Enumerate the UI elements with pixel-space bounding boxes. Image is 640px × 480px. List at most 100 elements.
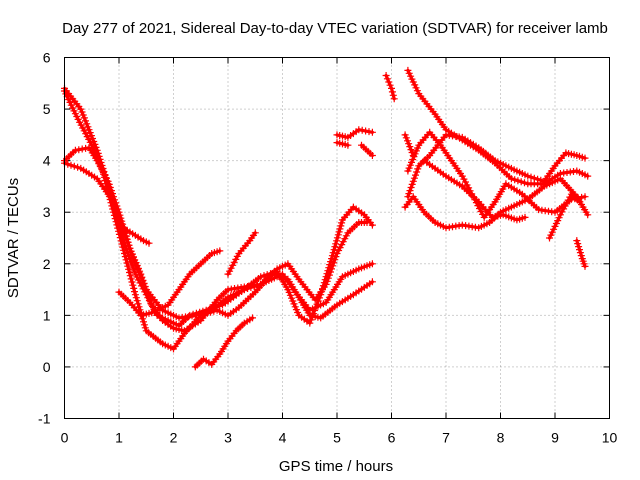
- data-point-marker: [414, 165, 422, 173]
- data-point-marker: [103, 174, 110, 182]
- data-point-marker: [368, 278, 376, 286]
- data-point-marker: [408, 149, 416, 156]
- data-point-marker: [336, 244, 344, 252]
- data-point-marker: [576, 246, 583, 254]
- data-point-marker: [126, 255, 134, 263]
- data-point-marker: [122, 256, 130, 264]
- data-point-marker: [389, 91, 397, 99]
- data-point-marker: [328, 252, 336, 260]
- data-point-marker: [339, 238, 347, 246]
- data-point-marker: [257, 273, 265, 281]
- y-axis-label: SDTVAR / TECUs: [5, 178, 22, 298]
- grid: [64, 57, 610, 419]
- data-point-marker: [514, 177, 522, 185]
- data-point-marker: [383, 75, 391, 83]
- data-point-marker: [125, 252, 133, 259]
- data-point-marker: [226, 267, 234, 275]
- data-point-marker: [574, 240, 582, 248]
- series-line: [422, 159, 527, 222]
- data-point-marker: [581, 154, 589, 162]
- data-point-marker: [333, 234, 341, 242]
- data-point-marker: [131, 288, 138, 296]
- y-tick-label: 5: [43, 101, 51, 117]
- data-point-marker: [386, 81, 394, 89]
- data-point-marker: [209, 304, 217, 312]
- data-point-marker: [131, 291, 139, 299]
- data-point-marker: [123, 259, 131, 267]
- x-tick-label: 0: [61, 430, 69, 446]
- data-point-marker: [333, 237, 341, 245]
- data-point-marker: [96, 163, 104, 170]
- data-point-marker: [133, 297, 141, 305]
- series-trace-j: [358, 141, 376, 159]
- x-tick-label: 10: [602, 430, 618, 446]
- data-point-marker: [212, 303, 220, 311]
- data-point-marker: [104, 177, 112, 185]
- data-point-marker: [120, 236, 128, 244]
- data-point-marker: [368, 221, 376, 229]
- data-point-marker: [388, 88, 396, 96]
- data-point-marker: [129, 281, 137, 289]
- x-tick-label: 4: [279, 430, 287, 446]
- data-point-marker: [382, 72, 390, 79]
- data-point-marker: [561, 202, 569, 210]
- x-tick-label: 9: [551, 430, 559, 446]
- data-point-marker: [134, 300, 142, 308]
- data-point-marker: [206, 305, 213, 313]
- data-point-marker: [576, 198, 583, 206]
- series-trace-p: [404, 131, 589, 201]
- x-tick-label: 7: [442, 430, 450, 446]
- data-point-marker: [127, 275, 135, 283]
- data-point-marker: [307, 316, 315, 324]
- data-point-marker: [118, 230, 126, 238]
- data-point-marker: [129, 264, 137, 272]
- data-point-marker: [530, 174, 538, 182]
- y-tick-label: 6: [43, 50, 51, 66]
- data-point-marker: [126, 272, 134, 280]
- data-point-marker: [388, 84, 395, 92]
- data-point-marker: [105, 180, 113, 188]
- data-point-marker: [319, 282, 327, 290]
- series-trace-r: [546, 190, 583, 242]
- data-point-marker: [64, 160, 72, 168]
- data-point-marker: [70, 162, 78, 170]
- y-tick-label: -1: [38, 411, 51, 427]
- data-point-marker: [537, 176, 545, 184]
- data-point-marker: [368, 128, 376, 136]
- data-point-marker: [196, 308, 204, 316]
- data-point-marker: [128, 261, 136, 269]
- data-point-marker: [140, 321, 148, 329]
- data-point-marker: [145, 239, 153, 247]
- data-point-marker: [413, 168, 421, 176]
- data-point-marker: [142, 291, 150, 299]
- data-point-marker: [584, 211, 592, 219]
- data-point-marker: [141, 324, 149, 332]
- data-point-marker: [325, 264, 333, 272]
- data-point-marker: [136, 279, 144, 287]
- data-point-marker: [123, 245, 131, 253]
- data-point-marker: [385, 78, 393, 86]
- data-point-marker: [336, 225, 344, 233]
- data-point-marker: [462, 178, 469, 186]
- data-point-marker: [511, 176, 519, 184]
- data-point-marker: [192, 309, 200, 317]
- data-point-marker: [130, 267, 138, 275]
- x-tick-label: 6: [388, 430, 396, 446]
- data-point-marker: [409, 152, 417, 159]
- data-point-marker: [507, 175, 515, 183]
- data-point-marker: [130, 284, 138, 292]
- data-point-marker: [260, 272, 268, 280]
- series-trace-g: [191, 314, 256, 371]
- data-point-marker: [409, 177, 417, 185]
- data-point-marker: [412, 171, 419, 179]
- data-point-marker: [306, 319, 314, 327]
- data-point-marker: [317, 291, 325, 299]
- data-point-marker: [125, 265, 133, 273]
- data-point-marker: [133, 273, 141, 281]
- data-point-marker: [249, 314, 256, 322]
- data-point-marker: [344, 141, 352, 149]
- x-tick-label: 1: [115, 430, 123, 446]
- series-trace-e: [115, 247, 224, 319]
- data-point-marker: [263, 271, 271, 279]
- data-point-marker: [330, 246, 338, 254]
